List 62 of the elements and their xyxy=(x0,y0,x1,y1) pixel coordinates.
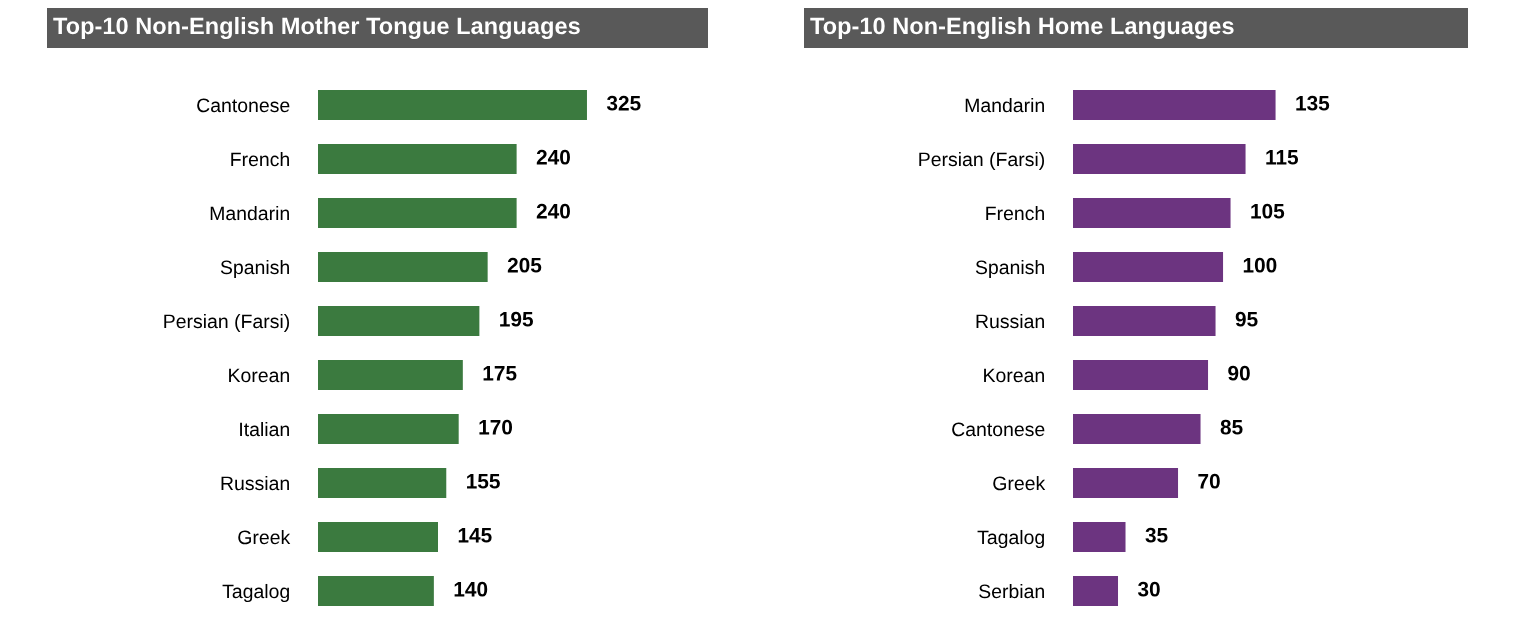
bar xyxy=(1073,359,1209,391)
bar xyxy=(318,305,480,337)
bar xyxy=(1073,251,1224,283)
data-label: 170 xyxy=(479,419,513,435)
y-tick-label: Greek xyxy=(993,475,1046,491)
y-tick-label: Persian (Farsi) xyxy=(919,151,1045,171)
y-tick-label: Cantonese xyxy=(197,98,290,113)
y-tick-label: Italian xyxy=(240,421,289,437)
bar xyxy=(318,521,438,553)
y-tick-label: Russian xyxy=(221,475,289,491)
data-label: 140 xyxy=(454,581,488,597)
data-label: 325 xyxy=(606,95,641,111)
bar xyxy=(1073,521,1126,553)
bar xyxy=(1073,197,1231,229)
data-label: 100 xyxy=(1243,257,1277,273)
bar xyxy=(1073,305,1216,337)
data-label: 35 xyxy=(1145,527,1168,543)
bar xyxy=(318,89,587,121)
data-label: 240 xyxy=(536,149,570,165)
data-label: 95 xyxy=(1235,311,1258,327)
y-tick-label: Russian xyxy=(976,313,1044,329)
bar xyxy=(318,359,463,391)
y-tick-label: French xyxy=(986,205,1044,221)
data-label: 90 xyxy=(1228,365,1250,381)
data-label: 240 xyxy=(536,203,570,219)
bar xyxy=(318,197,517,229)
data-label: 195 xyxy=(500,311,533,327)
y-tick-label: Greek xyxy=(238,529,291,545)
y-tick-label: Tagalog xyxy=(222,583,289,603)
y-tick-label: Cantonese xyxy=(952,422,1045,437)
y-tick-label: Spanish xyxy=(220,259,289,279)
chart-title: Top-10 Non-English Home Languages xyxy=(810,16,1234,40)
chart-title: Top-10 Non-English Mother Tongue Languages xyxy=(53,16,580,40)
bar xyxy=(318,251,488,283)
data-label: 205 xyxy=(507,257,542,273)
bar xyxy=(1073,413,1201,445)
data-label: 85 xyxy=(1220,419,1243,435)
bar xyxy=(318,467,447,499)
bar xyxy=(1073,467,1179,499)
y-tick-label: Spanish xyxy=(975,259,1044,279)
bar xyxy=(1073,143,1246,175)
bar xyxy=(1073,575,1119,607)
bar xyxy=(1073,89,1276,121)
bar xyxy=(318,143,517,175)
data-label: 30 xyxy=(1137,581,1160,597)
data-label: 155 xyxy=(467,474,500,489)
y-tick-label: Korean xyxy=(229,368,289,383)
y-tick-label: Korean xyxy=(984,368,1044,383)
y-tick-label: French xyxy=(231,151,289,167)
y-tick-label: Serbian xyxy=(979,583,1044,599)
y-tick-label: Mandarin xyxy=(965,97,1044,113)
data-label: 135 xyxy=(1296,95,1330,111)
y-tick-label: Tagalog xyxy=(977,529,1044,549)
data-label: 105 xyxy=(1251,203,1285,219)
y-tick-label: Mandarin xyxy=(210,205,289,221)
data-label: 70 xyxy=(1198,473,1220,489)
bar xyxy=(318,413,459,445)
bar xyxy=(318,575,434,607)
data-label: 175 xyxy=(483,366,517,381)
data-label: 115 xyxy=(1266,150,1299,165)
y-tick-label: Persian (Farsi) xyxy=(164,313,290,333)
data-label: 145 xyxy=(458,528,492,543)
